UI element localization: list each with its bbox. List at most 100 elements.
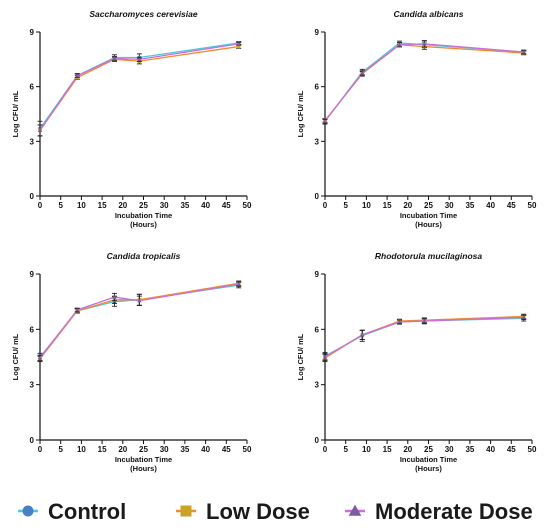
x-tick-label: 20 [118,201,127,210]
legend: Control Low Dose Moderate Dose [18,499,533,524]
legend-marker [180,505,192,517]
y-tick-label: 0 [30,436,35,445]
series-moderate-dose [322,314,527,362]
legend-label: Moderate Dose [375,499,533,524]
x-tick-label: 35 [180,201,189,210]
y-axis-label: Log CFU/ mL [296,90,305,137]
x-tick-label: 40 [486,445,495,454]
x-tick-label: 35 [465,445,474,454]
series-moderate-dose [322,40,527,124]
y-tick-label: 0 [315,436,320,445]
data-point [75,307,80,312]
x-tick-label: 15 [383,201,392,210]
data-point [422,41,427,46]
y-tick-label: 3 [315,381,320,390]
data-point [75,73,80,78]
x-tick-label: 0 [38,445,43,454]
x-tick-label: 25 [424,445,433,454]
x-axis-label: Incubation Time [400,455,457,464]
x-tick-label: 5 [58,445,63,454]
data-point [322,354,328,359]
data-point [322,119,328,123]
x-tick-label: 40 [201,445,210,454]
chart-title: Saccharomyces cerevisiae [89,9,197,19]
y-tick-label: 6 [30,83,35,92]
legend-label: Control [48,499,126,524]
x-tick-label: 5 [343,445,348,454]
x-tick-label: 50 [243,201,252,210]
legend-item-moderate-dose: Moderate Dose [345,499,533,524]
y-tick-label: 6 [30,325,35,334]
x-tick-label: 45 [507,201,516,210]
chart-panel-3: Candida tropicalis 0 3 6 9 0 5 10 15 20 25 30 35 40 45… [11,251,252,473]
x-tick-label: 20 [403,201,412,210]
x-tick-label: 10 [77,445,86,454]
y-tick-label: 9 [30,28,35,37]
y-tick-label: 0 [315,192,320,201]
chart-title: Candida albicans [394,9,464,19]
x-tick-label: 35 [180,445,189,454]
data-point [397,319,402,324]
chart-panel-2: Candida albicans 0 3 6 9 0 5 10 15 20 25 30 35 40 45 50… [296,9,537,229]
series-control [322,40,527,125]
y-tick-label: 9 [315,270,320,279]
x-tick-label: 0 [323,445,328,454]
legend-label: Low Dose [206,499,310,524]
x-tick-label: 50 [243,445,252,454]
x-tick-label: 30 [445,445,454,454]
data-point [137,298,142,303]
y-axis-label: Log CFU/ mL [11,90,20,137]
x-tick-label: 25 [139,201,148,210]
x-tick-label: 25 [139,445,148,454]
series-line [324,43,524,122]
x-tick-label: 20 [403,445,412,454]
x-tick-label: 5 [343,201,348,210]
data-point [397,42,402,47]
data-point [236,41,241,46]
y-tick-label: 9 [30,270,35,279]
data-point [236,44,241,49]
x-tick-label: 30 [160,445,169,454]
chart-panel-4: Rhodotorula mucilaginosa 0 3 6 9 0 5 10 15 20 25 30… [296,251,537,473]
x-tick-label: 50 [528,201,537,210]
data-point [422,318,427,323]
chart-title: Candida tropicalis [107,251,181,261]
y-axis-label: Log CFU/ mL [296,333,305,380]
data-point [37,355,43,360]
legend-item-low-dose: Low Dose [176,499,310,524]
x-tick-label: 15 [98,445,107,454]
data-point [112,56,117,60]
data-point [37,128,43,132]
legend-marker [22,505,34,517]
y-axis-label: Log CFU/ mL [11,333,20,380]
x-tick-label: 20 [118,445,127,454]
x-tick-label: 10 [362,201,371,210]
x-tick-label: 40 [486,201,495,210]
y-tick-label: 3 [315,137,320,146]
x-tick-label: 25 [424,201,433,210]
series-moderate-dose [37,41,242,137]
x-tick-label: 0 [323,201,328,210]
x-tick-label: 0 [38,201,43,210]
y-tick-label: 3 [30,381,35,390]
legend-marker [348,504,362,516]
y-tick-label: 0 [30,192,35,201]
x-tick-label: 45 [222,445,231,454]
x-tick-label: 10 [362,445,371,454]
x-tick-label: 35 [465,201,474,210]
chart-panel-1: Saccharomyces cerevisiae 0 3 6 9 0 5 10 15 20 25 30… [11,9,252,229]
x-tick-label: 50 [528,445,537,454]
x-axis-label: (Hours) [415,220,442,229]
y-tick-label: 3 [30,137,35,146]
y-tick-label: 6 [315,325,320,334]
series-moderate-dose [37,281,242,362]
x-axis-label: (Hours) [130,220,157,229]
data-point [360,332,365,337]
data-point [521,49,526,54]
x-axis-label: Incubation Time [115,455,172,464]
data-point [521,315,526,319]
x-tick-label: 40 [201,201,210,210]
legend-item-control: Control [18,499,126,524]
